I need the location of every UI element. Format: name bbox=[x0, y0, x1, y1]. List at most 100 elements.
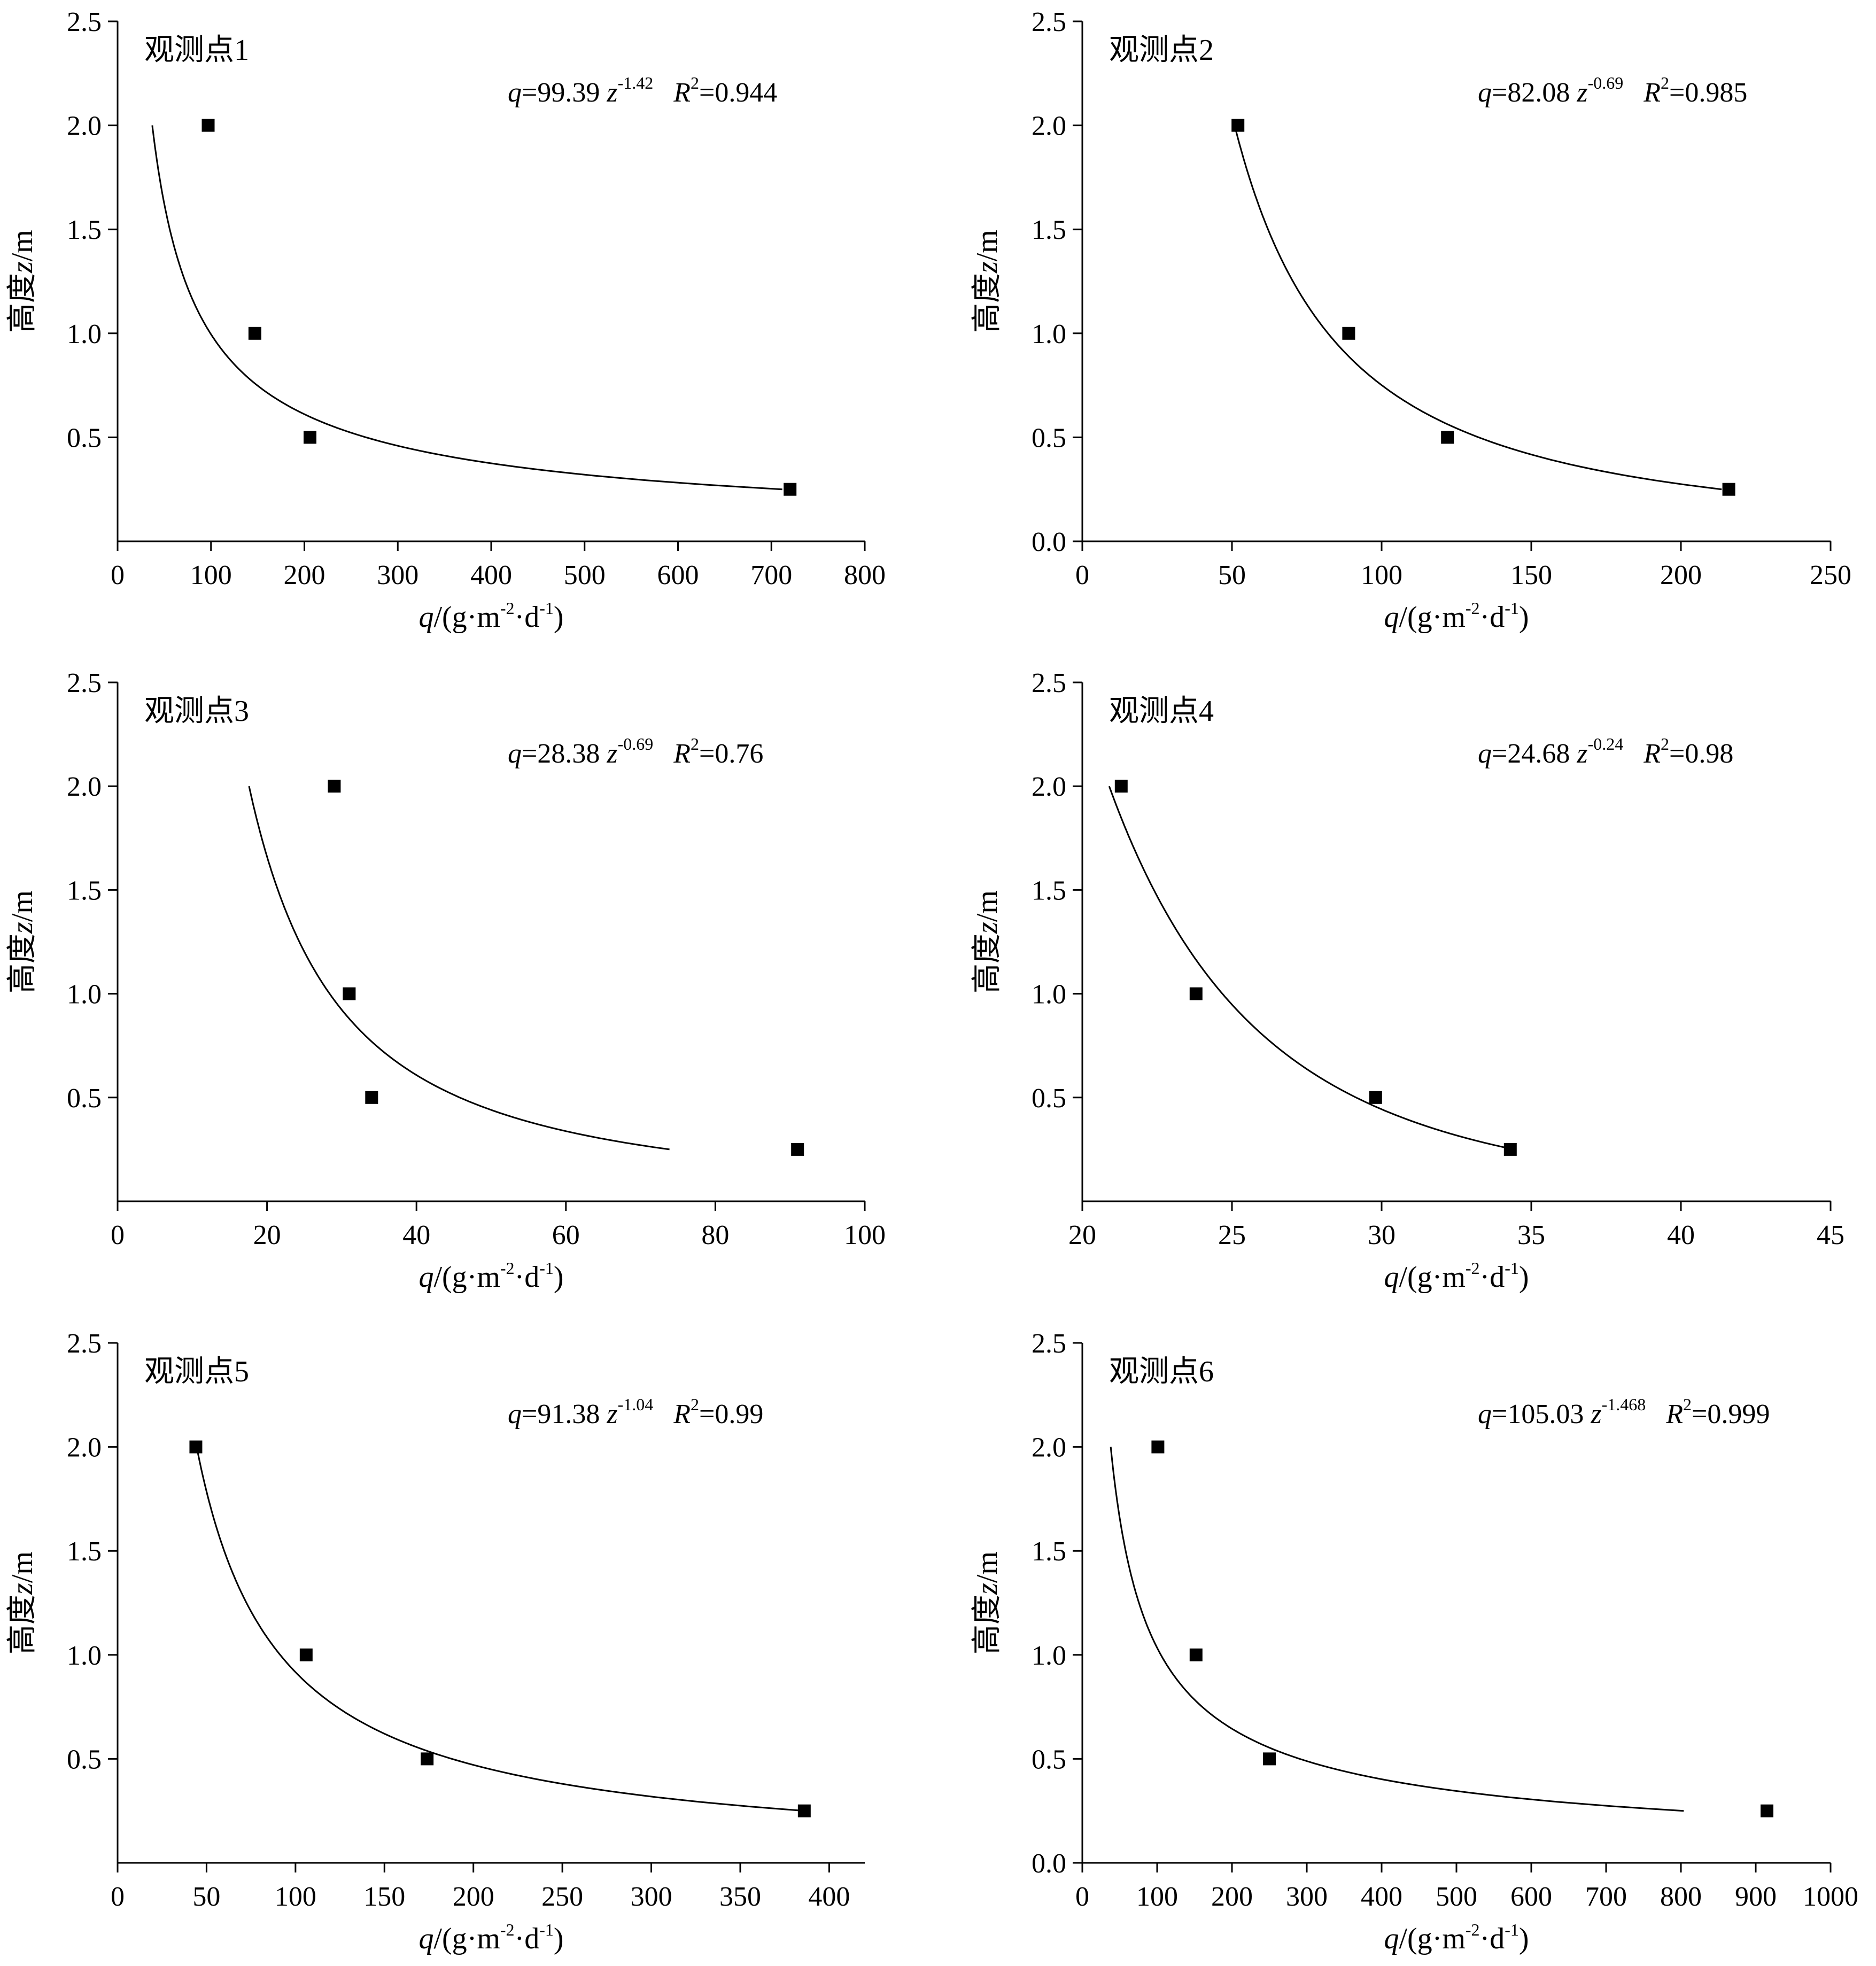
x-title-unit: ) bbox=[554, 1922, 564, 1955]
x-title-unit: /(g·m bbox=[1399, 1261, 1465, 1294]
fit-curve bbox=[1108, 786, 1514, 1151]
data-point bbox=[1231, 119, 1245, 132]
y-title-unit: /m bbox=[6, 890, 39, 922]
x-title-sup: -2 bbox=[500, 599, 515, 618]
x-tick-label: 300 bbox=[377, 560, 418, 590]
x-tick-label: 25 bbox=[1218, 1220, 1246, 1250]
y-tick-label: 1.0 bbox=[1032, 319, 1066, 349]
equation-lhs: q bbox=[508, 739, 522, 769]
y-tick-label: 0.5 bbox=[1032, 1744, 1066, 1775]
y-title-text: 高度 bbox=[971, 273, 1004, 333]
r-superscript: 2 bbox=[691, 73, 699, 92]
y-tick-label: 1.5 bbox=[1032, 875, 1066, 906]
data-point bbox=[201, 119, 215, 132]
x-title-sup: -1 bbox=[539, 1258, 554, 1278]
y-tick-label: 0.5 bbox=[67, 1744, 102, 1775]
chart-panel-6: 0 100 200 300 400 500 600 700 800 900 1000 0.0 0.5 1.… bbox=[971, 1328, 1858, 1955]
y-tick-label: 2.0 bbox=[67, 1433, 102, 1463]
equation-exponent: -0.24 bbox=[1588, 734, 1624, 753]
equation-var: z bbox=[1576, 77, 1587, 108]
data-point bbox=[299, 1648, 313, 1661]
data-point bbox=[1503, 1143, 1517, 1156]
x-title-var: q bbox=[1384, 601, 1399, 634]
r-superscript: 2 bbox=[691, 1395, 699, 1414]
equation-var: z bbox=[606, 77, 617, 108]
y-tick-label: 2.0 bbox=[1032, 772, 1066, 802]
panel-title: 观测点6 bbox=[1109, 1355, 1214, 1388]
x-tick-label: 600 bbox=[657, 560, 699, 590]
data-point bbox=[248, 327, 261, 340]
fit-curve bbox=[196, 1447, 805, 1812]
x-title-unit: ) bbox=[554, 601, 564, 634]
x-axis-title: q/(g·m-2·d-1) bbox=[1384, 599, 1529, 634]
equation-exponent: -0.69 bbox=[1588, 73, 1624, 92]
y-axis-title: 高度z/m bbox=[6, 230, 39, 333]
y-title-var: z bbox=[971, 261, 1004, 274]
y-title-unit: /m bbox=[971, 230, 1004, 261]
x-title-var: q bbox=[418, 1261, 433, 1294]
data-point bbox=[1369, 1091, 1382, 1104]
y-tick-label: 0.5 bbox=[1032, 423, 1066, 453]
data-point bbox=[1342, 327, 1355, 340]
y-tick-label: 0.0 bbox=[1032, 527, 1066, 557]
equation-var: z bbox=[606, 1399, 617, 1429]
x-title-unit: ·d bbox=[1480, 1922, 1505, 1955]
x-tick-label: 100 bbox=[275, 1882, 316, 1912]
equation-exponent: -0.69 bbox=[618, 734, 654, 753]
x-tick-label: 100 bbox=[1136, 1882, 1178, 1912]
r-value: =0.76 bbox=[699, 739, 763, 769]
r-superscript: 2 bbox=[691, 734, 699, 753]
y-title-unit: /m bbox=[971, 890, 1004, 922]
x-title-unit: ) bbox=[1519, 1922, 1529, 1955]
x-axis-title: q/(g·m-2·d-1) bbox=[1384, 1920, 1529, 1955]
y-title-var: z bbox=[6, 1583, 39, 1595]
x-tick-label: 900 bbox=[1735, 1882, 1777, 1912]
y-title-text: 高度 bbox=[6, 273, 39, 333]
x-title-unit: /(g·m bbox=[433, 1261, 500, 1294]
data-point bbox=[797, 1804, 811, 1817]
x-title-sup: -1 bbox=[1505, 599, 1519, 618]
fit-equation: q=28.38 z-0.69 R2=0.76 bbox=[508, 734, 763, 769]
y-tick-label: 2.5 bbox=[67, 7, 102, 37]
fit-curve bbox=[151, 125, 782, 491]
y-title-unit: /m bbox=[971, 1551, 1004, 1583]
y-tick-label: 0.5 bbox=[1032, 1083, 1066, 1114]
x-tick-label: 400 bbox=[1361, 1882, 1402, 1912]
x-tick-label: 100 bbox=[190, 560, 232, 590]
x-tick-label: 0 bbox=[1075, 1882, 1089, 1912]
r-label: R bbox=[673, 739, 691, 769]
x-title-sup: -2 bbox=[1466, 599, 1480, 618]
x-tick-label: 800 bbox=[844, 560, 886, 590]
r-superscript: 2 bbox=[1661, 734, 1669, 753]
x-tick-label: 40 bbox=[402, 1220, 430, 1250]
y-axis-title: 高度z/m bbox=[6, 890, 39, 993]
data-point bbox=[1263, 1752, 1276, 1766]
fit-equation: q=99.39 z-1.42 R2=0.944 bbox=[508, 73, 777, 108]
y-title-var: z bbox=[6, 922, 39, 934]
equation-exponent: -1.04 bbox=[618, 1395, 654, 1414]
y-title-var: z bbox=[971, 922, 1004, 934]
x-title-sup: -1 bbox=[539, 1920, 554, 1939]
chart-panel-1: 0 100 200 300 400 500 600 700 800 0.5 1.0 1.5 2.0 2.5… bbox=[6, 7, 886, 634]
y-tick-label: 2.0 bbox=[1032, 111, 1066, 142]
data-point bbox=[1189, 1648, 1203, 1661]
equation-lhs: q bbox=[508, 77, 522, 108]
x-title-sup: -2 bbox=[500, 1258, 515, 1278]
x-tick-label: 200 bbox=[284, 560, 325, 590]
x-title-sup: -2 bbox=[1466, 1258, 1480, 1278]
y-tick-label: 2.0 bbox=[1032, 1433, 1066, 1463]
r-label: R bbox=[1643, 739, 1661, 769]
equation-var: z bbox=[1590, 1399, 1601, 1429]
x-tick-label: 100 bbox=[844, 1220, 886, 1250]
x-tick-label: 50 bbox=[1218, 560, 1246, 590]
equation-var: z bbox=[1576, 739, 1587, 769]
y-axis-title: 高度z/m bbox=[971, 1551, 1004, 1654]
x-tick-label: 1000 bbox=[1803, 1882, 1858, 1912]
fit-curve bbox=[248, 786, 670, 1151]
r-value: =0.999 bbox=[1692, 1399, 1770, 1429]
data-point bbox=[1189, 987, 1203, 1000]
equation-lhs: q bbox=[1478, 77, 1492, 108]
x-title-unit: ) bbox=[1519, 1261, 1529, 1294]
